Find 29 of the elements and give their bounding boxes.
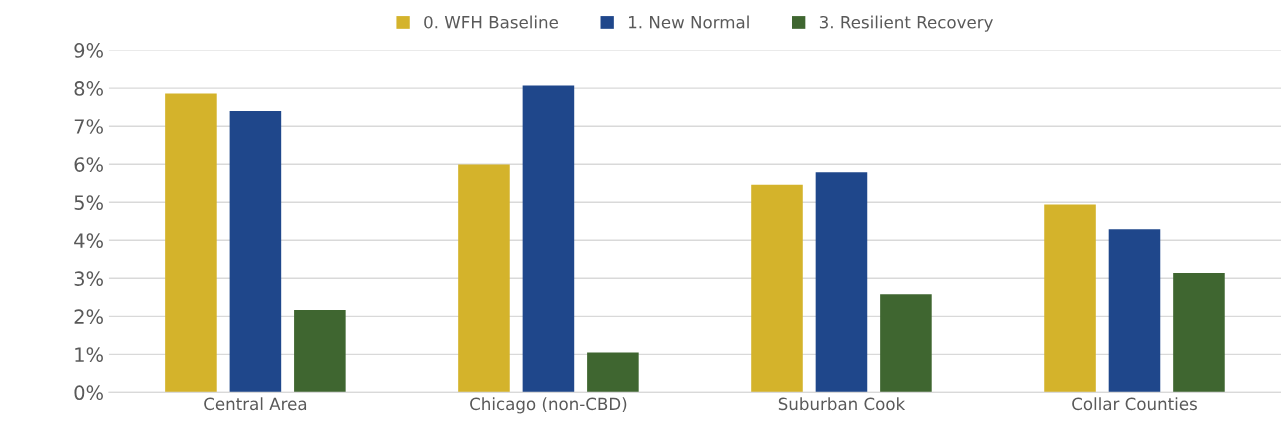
legend-label: 3. Resilient Recovery (819, 15, 993, 32)
bar (1044, 204, 1096, 393)
bar (294, 309, 346, 393)
y-tick-label: 8% (74, 81, 103, 96)
x-tick-label: Chicago (non-CBD) (470, 397, 627, 414)
bar (522, 85, 575, 393)
y-tick-label: 1% (75, 347, 103, 363)
x-tick-label: Collar Counties (1072, 397, 1197, 411)
bar (880, 294, 932, 393)
y-tick-label: 3% (74, 271, 103, 286)
y-tick-label: 7% (74, 119, 103, 134)
x-tick-label: Central Area (204, 397, 307, 411)
bar (229, 110, 282, 393)
legend-label: 1. New Normal (629, 15, 749, 29)
bar (1173, 272, 1225, 393)
bar (165, 93, 217, 393)
bar (587, 352, 639, 393)
y-tick-label: 2% (74, 309, 103, 325)
bar (815, 172, 868, 393)
bar (458, 164, 510, 393)
y-tick-label: 6% (74, 157, 103, 172)
bar (751, 184, 803, 393)
y-tick-label: 4% (74, 233, 103, 248)
y-tick-label: 0% (74, 385, 103, 401)
legend-label: 0. WFH Baseline (424, 15, 558, 29)
bar (1108, 229, 1161, 393)
y-tick-label: 9% (74, 43, 103, 58)
x-tick-label: Suburban Cook (778, 397, 906, 411)
y-tick-label: 5% (74, 195, 103, 210)
